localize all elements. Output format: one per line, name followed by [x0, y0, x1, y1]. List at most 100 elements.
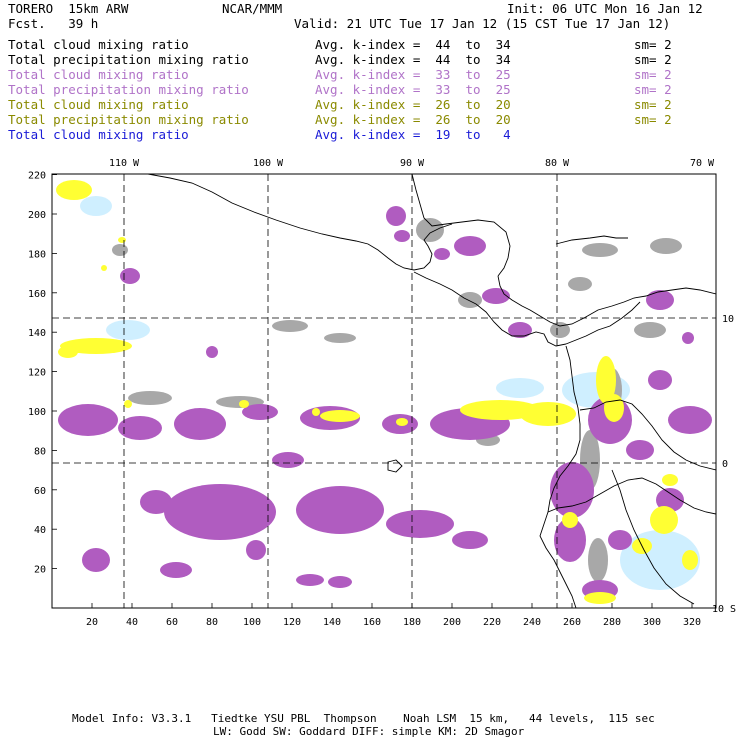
grid-y-labels: 20 40 60 80 100 120 140 160 180 200 220: [28, 171, 46, 576]
gray-cloud-patch: [128, 391, 172, 405]
coastline-layer: [147, 174, 716, 608]
colombia-border: [565, 301, 641, 345]
field-name: Total precipitation mixing ratio: [8, 52, 249, 67]
field-legend-row: Total precipitation mixing ratio Avg. k-i…: [8, 52, 738, 67]
purple-cloud-patch: [550, 462, 594, 518]
grid-x-label: 40: [126, 617, 138, 628]
yellow-cloud-patch: [662, 474, 678, 486]
grid-y-label: 120: [28, 368, 46, 379]
lon-label-100w: 100 W: [253, 158, 284, 169]
grid-x-label: 320: [683, 617, 701, 628]
lon-label-80w: 80 W: [545, 158, 570, 169]
field-legend-row: Total cloud mixing ratio Avg. k-index = 3…: [8, 67, 738, 82]
grid-y-label: 100: [28, 407, 46, 418]
gray-cloud-patch: [582, 243, 618, 257]
grid-x-label: 180: [403, 617, 421, 628]
yellow-cloud-patch: [584, 592, 616, 604]
model-info-line1: Model Info: V3.3.1 Tiedtke YSU PBL Thomp…: [72, 712, 655, 725]
purple-cloud-patch: [296, 574, 324, 586]
field-name: Total cloud mixing ratio: [8, 127, 189, 142]
field-k-index: Avg. k-index = 44 to 34: [315, 37, 511, 52]
yellow-cloud-patch: [460, 400, 540, 420]
yellow-cloud-patch: [239, 400, 249, 408]
purple-cloud-patch: [648, 370, 672, 390]
latitude-labels: 10 N 0 10 S: [712, 314, 740, 615]
purple-cloud-patch: [140, 490, 172, 514]
ecuador-coast: [539, 345, 581, 608]
purple-cloud-patch: [394, 230, 410, 242]
gray-cloud-patch: [634, 322, 666, 338]
axis-ticks: [52, 174, 693, 608]
purple-cloud-patch: [386, 206, 406, 226]
field-legend-row: Total precipitation mixing ratio Avg. k-i…: [8, 112, 738, 127]
yellow-cloud-patch: [682, 550, 698, 570]
gray-cloud-patch: [550, 322, 570, 338]
gray-cloud-patch: [568, 277, 592, 291]
light-blue-cloud-patch: [80, 196, 112, 216]
field-name: Total precipitation mixing ratio: [8, 82, 249, 97]
init-time: Init: 06 UTC Mon 16 Jan 12: [507, 1, 703, 16]
grid-y-label: 80: [34, 446, 46, 457]
light-blue-cloud-patch: [106, 320, 150, 340]
purple-cloud-patch: [174, 408, 226, 440]
gray-cloud-patch: [588, 538, 608, 582]
gray-cloud-patch: [112, 244, 128, 256]
gray-cloud-patch: [324, 333, 356, 343]
model-info-line2: LW: Godd SW: Goddard DIFF: simple KM: 2D…: [213, 725, 525, 738]
purple-cloud-patch: [160, 562, 192, 578]
yellow-cloud-patch: [562, 512, 578, 528]
forecast-hour: Fcst. 39 h: [8, 16, 99, 31]
center-name: NCAR/MMM: [222, 1, 283, 16]
longitude-labels: 110 W 100 W 90 W 80 W 70 W: [109, 158, 715, 169]
yellow-cloud-patch: [56, 180, 92, 200]
lon-label-70w: 70 W: [690, 158, 715, 169]
purple-cloud-patch: [272, 452, 304, 468]
purple-cloud-patch: [242, 404, 278, 420]
field-k-index: Avg. k-index = 33 to 25: [315, 67, 511, 82]
valid-time: Valid: 21 UTC Tue 17 Jan 12 (15 CST Tue …: [294, 16, 671, 31]
yellow-cloud-patch: [60, 338, 132, 354]
grid-x-label: 220: [483, 617, 501, 628]
purple-cloud-patch: [386, 510, 454, 538]
grid-x-label: 160: [363, 617, 381, 628]
purple-cloud-patch: [434, 248, 450, 260]
galapagos: [387, 459, 403, 473]
graticule: [52, 174, 716, 608]
purple-cloud-patch: [206, 346, 218, 358]
purple-cloud-patch: [452, 531, 488, 549]
field-name: Total precipitation mixing ratio: [8, 112, 249, 127]
central-america-caribbean-coast: [497, 275, 716, 327]
field-k-index: Avg. k-index = 44 to 34: [315, 52, 511, 67]
purple-cloud-patch: [626, 440, 654, 460]
grid-x-label: 200: [443, 617, 461, 628]
purple-cloud-patch: [682, 332, 694, 344]
yellow-cloud-patch: [396, 418, 408, 426]
yellow-cloud-patch: [520, 402, 576, 426]
grid-y-label: 160: [28, 289, 46, 300]
purple-cloud-patch: [454, 236, 486, 256]
field-name: Total cloud mixing ratio: [8, 67, 189, 82]
grid-x-label: 80: [206, 617, 218, 628]
field-name: Total cloud mixing ratio: [8, 37, 189, 52]
grid-y-label: 200: [28, 210, 46, 221]
field-smoothing: sm= 2: [634, 82, 672, 97]
field-legend-row: Total cloud mixing ratio Avg. k-index = 1…: [8, 127, 738, 142]
grid-x-label: 120: [283, 617, 301, 628]
light-blue-cloud-patch: [496, 378, 544, 398]
purple-cloud-patch: [328, 576, 352, 588]
field-k-index: Avg. k-index = 33 to 25: [315, 82, 511, 97]
grid-x-labels: 20 40 60 80 100 120 140 160 180 200 220 240 260 280 30…: [86, 617, 701, 628]
field-smoothing: sm= 2: [634, 112, 672, 127]
cloud-fields-layer: [56, 180, 712, 604]
andes-border: [611, 469, 695, 605]
field-legend-row: Total precipitation mixing ratio Avg. k-i…: [8, 82, 738, 97]
field-name: Total cloud mixing ratio: [8, 97, 189, 112]
peru-border: [547, 477, 716, 515]
gray-cloud-patch: [650, 238, 682, 254]
caribbean-islands: [555, 235, 628, 245]
yellow-cloud-patch: [58, 346, 78, 358]
field-smoothing: sm= 2: [634, 52, 672, 67]
purple-cloud-patch: [296, 486, 384, 534]
purple-cloud-patch: [608, 530, 632, 550]
